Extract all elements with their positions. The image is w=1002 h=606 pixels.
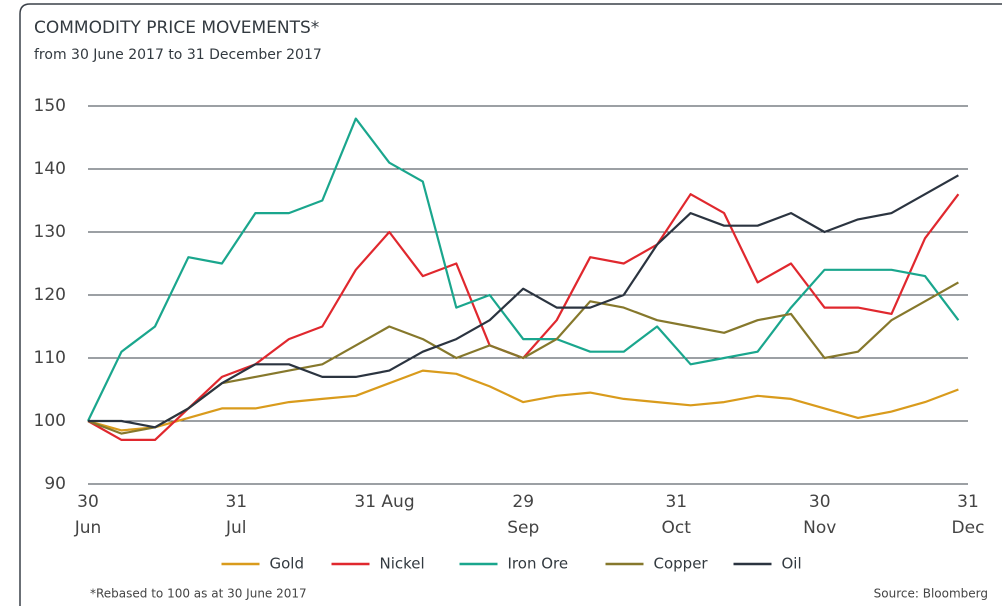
- footnote: *Rebased to 100 as at 30 June 2017: [90, 587, 307, 601]
- y-tick-label: 110: [34, 348, 66, 368]
- x-tick-label-line: 31 Aug: [354, 492, 414, 512]
- legend-label: Copper: [654, 555, 709, 573]
- legend-label: Oil: [782, 555, 802, 573]
- x-tick-label-line: Oct: [662, 518, 692, 538]
- x-tick-label: 30 Jun: [74, 492, 102, 538]
- y-tick-label: 150: [34, 96, 66, 116]
- x-tick-label: 31 Oct: [662, 492, 692, 538]
- x-tick-label-line: 31: [957, 492, 979, 512]
- legend-label: Iron Ore: [508, 555, 569, 573]
- series-line: [88, 174, 959, 429]
- x-tick-label-line: Jul: [225, 518, 247, 538]
- x-tick-label: 31 Jul: [225, 492, 247, 538]
- series-line: [87, 369, 959, 432]
- x-tick-label-line: Dec: [952, 518, 985, 538]
- x-tick-label-line: Jun: [74, 518, 102, 538]
- x-tick-label: 30 Nov: [803, 492, 836, 538]
- chart-subtitle: from 30 June 2017 to 31 December 2017: [34, 47, 322, 63]
- legend-label: Gold: [270, 555, 305, 573]
- x-tick-label: 31 Aug: [354, 492, 414, 512]
- x-tick-label-line: Nov: [803, 518, 836, 538]
- y-tick-label: 130: [34, 222, 66, 242]
- frame: [19, 3, 1002, 606]
- x-tick-label-line: 29: [512, 492, 534, 512]
- chart-title: COMMODITY PRICE MOVEMENTS*: [34, 18, 319, 38]
- legend-label: Nickel: [380, 555, 425, 573]
- series-line: [87, 281, 959, 435]
- x-tick-label-line: 31: [225, 492, 247, 512]
- x-tick-label-line: Sep: [507, 518, 539, 538]
- x-tick-label-line: 30: [77, 492, 99, 512]
- x-tick-label-line: 30: [809, 492, 831, 512]
- x-tick-label: 29 Sep: [507, 492, 539, 538]
- series-line: [87, 117, 960, 422]
- y-tick-label: 100: [34, 411, 66, 431]
- y-tick-label: 140: [34, 159, 66, 179]
- x-tick-label: 31 Dec: [952, 492, 985, 538]
- y-tick-label: 120: [34, 285, 66, 305]
- x-tick-label-line: 31: [665, 492, 687, 512]
- y-tick-label: 90: [44, 474, 66, 494]
- source: Source: Bloomberg: [874, 587, 988, 601]
